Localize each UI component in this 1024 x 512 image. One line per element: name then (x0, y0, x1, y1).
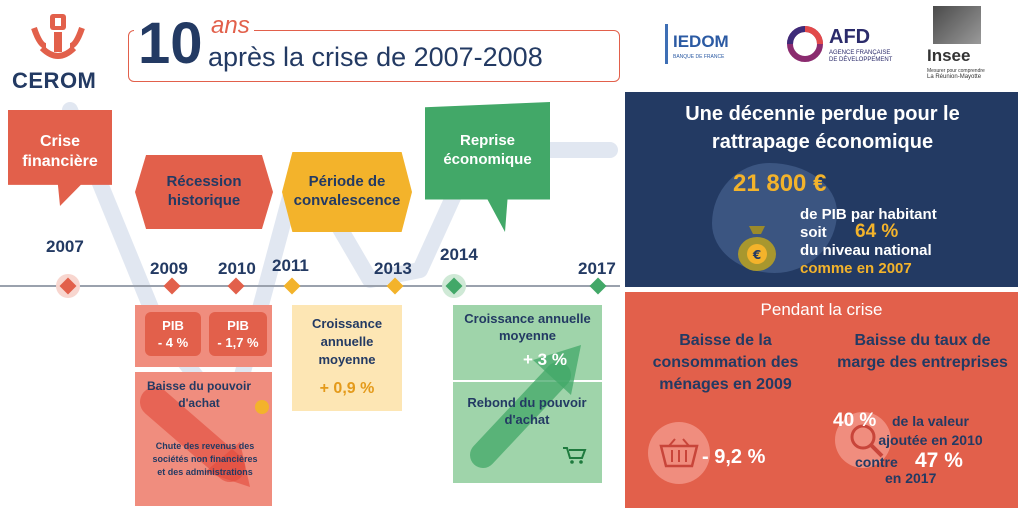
title-box (128, 30, 620, 82)
svg-text:€: € (752, 248, 761, 262)
pib-2010-card: PIB - 1,7 % (209, 312, 267, 356)
year-2011: 2011 (272, 256, 309, 275)
shopping-cart-icon (562, 446, 588, 464)
marge-2017-text: en 2017 (885, 470, 937, 486)
comme-en-2007-label: comme en 2007 (800, 260, 912, 277)
marge-2010-pct: 40 % (833, 410, 877, 431)
timeline-axis (0, 285, 620, 287)
insee-logo: Insee Mesurer pour comprendre La Réunion… (925, 6, 995, 82)
afd-subtitle-1: AGENCE FRANÇAISE (829, 50, 891, 56)
taux-marge-title: Baisse du taux de marge des entreprises (837, 332, 1008, 371)
node-2009 (163, 277, 181, 295)
insee-subtitle-2: La Réunion-Mayotte (927, 74, 982, 80)
phase-recession-tag: Récession historique (135, 155, 273, 229)
marge-2017-pct: 47 % (915, 449, 963, 472)
pib-2009-card: PIB - 4 % (145, 312, 201, 356)
crisis-panel-title: Pendant la crise (760, 300, 883, 319)
phase-crise-label: Crise financière (22, 133, 98, 170)
soit-label: soit (800, 224, 827, 241)
node-2011 (283, 277, 301, 295)
year-2010: 2010 (218, 259, 256, 278)
contre-label: contre (855, 454, 898, 470)
afd-ring-icon (787, 26, 823, 62)
year-2007: 2007 (46, 237, 84, 256)
phase-convalescence-label: Période de convalescence (293, 173, 401, 209)
title-big-number: 10 (134, 8, 207, 80)
cerom-emblem-icon (31, 14, 85, 59)
up-arrow-icon (470, 345, 581, 468)
basket-icon (659, 438, 699, 468)
phase-reprise-label: Reprise économique (443, 132, 532, 168)
insee-mark-icon (933, 6, 981, 44)
convalescence-block (292, 305, 402, 411)
consommation-value: - 9,2 % (702, 446, 766, 468)
afd-subtitle-2: DE DÉVELOPPEMENT (829, 57, 893, 63)
page-title: après la crise de 2007-2008 (208, 42, 543, 72)
phase-reprise-tag: Reprise économique (425, 102, 550, 232)
title-ans: ans (207, 12, 254, 40)
phase-crise-tag: Crise financière (8, 110, 112, 206)
year-2014: 2014 (440, 245, 478, 264)
convalescence-value: + 0,9 % (319, 380, 375, 397)
afd-logo: AFD AGENCE FRANÇAISE DE DÉVELOPPEMENT (785, 22, 895, 67)
node-2017 (589, 277, 607, 295)
down-arrow-icon (140, 387, 250, 487)
convalescence-label: Croissance annuelle moyenne (311, 316, 383, 367)
soit-percent: 64 % (855, 221, 899, 242)
node-2010 (227, 277, 245, 295)
cerom-logo: CEROM (8, 12, 108, 93)
pib-2009-value: - 4 % (157, 335, 189, 350)
node-2013 (386, 277, 404, 295)
phase-convalescence-tag: Période de convalescence (282, 152, 412, 232)
pib-2010-label: PIB (227, 318, 249, 333)
pib-habitant-label: de PIB par habitant (800, 206, 937, 223)
reprise-label: Croissance annuelle moyenne (464, 311, 591, 343)
pib-2010-value: - 1,7 % (217, 335, 259, 350)
iedom-mark-icon (665, 24, 668, 64)
pib-habitant-value: 21 800 € (733, 170, 827, 197)
iedom-subtitle: BANQUE DE FRANCE (673, 54, 725, 60)
iedom-name: IEDOM (673, 32, 729, 51)
magnifier-icon-circle (835, 412, 891, 468)
afd-name: AFD (829, 26, 871, 48)
year-2013: 2013 (374, 259, 412, 278)
pib-2009-label: PIB (162, 318, 184, 333)
pouvoir-achat-baisse: Baisse du pouvoir d'achat (146, 379, 252, 410)
iedom-logo: IEDOM BANQUE DE FRANCE (665, 22, 745, 72)
insee-subtitle-1: Mesurer pour comprendre (927, 68, 985, 74)
insee-name: Insee (927, 46, 971, 65)
reprise-value: + 3 % (523, 350, 567, 369)
coin-cart-icon (255, 400, 269, 414)
money-bag-icon: € (738, 226, 776, 271)
revenus-chute: Chute des revenus des sociétés non finan… (152, 441, 258, 477)
consommation-title: Baisse de la consommation des ménages en… (652, 332, 799, 393)
magnifier-icon (850, 424, 884, 458)
decade-title: Une décennie perdue pour le rattrapage é… (685, 103, 960, 153)
marge-2010-text: de la valeur ajoutée en 2010 (878, 413, 983, 448)
niveau-national-label: du niveau national (800, 242, 932, 259)
rebond-pouvoir-achat: Rebond du pouvoir d'achat (467, 395, 587, 427)
cerom-logo-text: CEROM (12, 68, 97, 93)
year-2017: 2017 (578, 259, 616, 278)
phase-recession-label: Récession historique (166, 173, 242, 209)
reprise-divider (453, 380, 602, 382)
year-2009: 2009 (150, 259, 188, 278)
